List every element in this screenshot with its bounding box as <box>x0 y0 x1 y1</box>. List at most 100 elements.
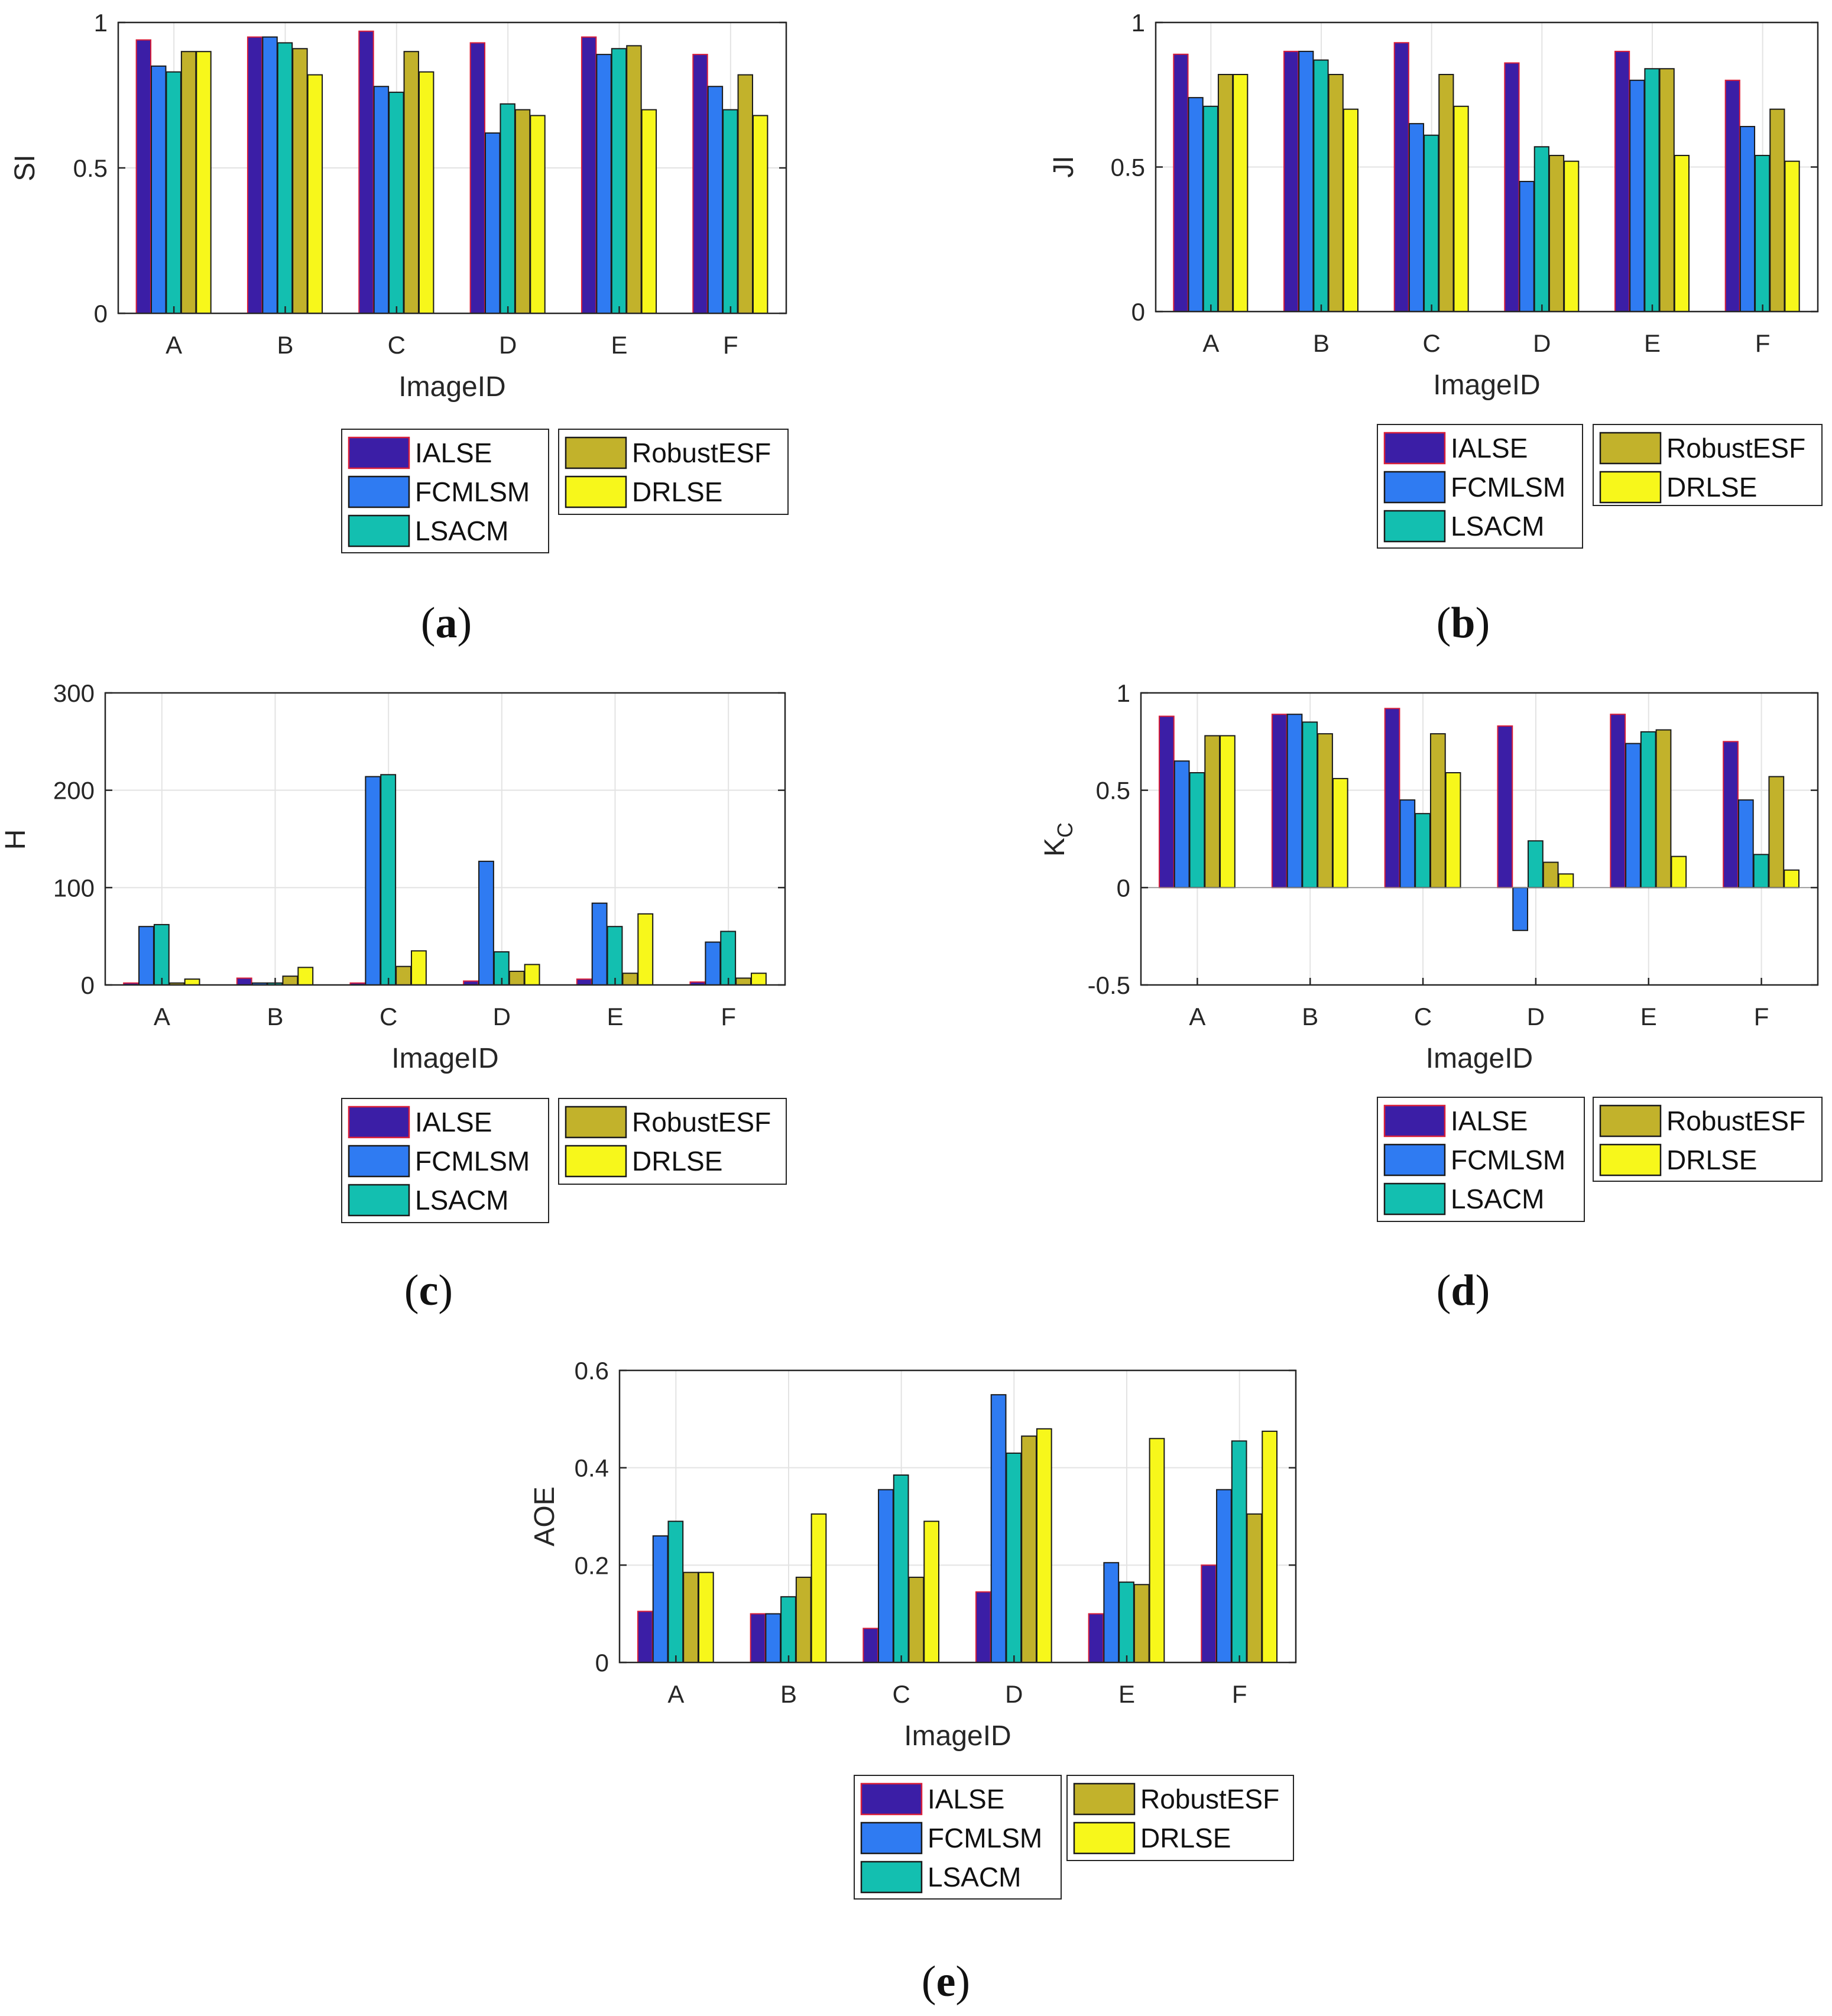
bar-robustesf-a <box>180 51 197 314</box>
bar-drlse-a <box>196 51 212 314</box>
x-tick-label: B <box>1313 329 1330 357</box>
bar-ialse-b <box>247 36 263 314</box>
y-tick-label: 100 <box>53 874 95 902</box>
bar-drlse-d <box>1036 1428 1052 1664</box>
bar-fcmlsm-e <box>1629 79 1645 313</box>
bar-ialse-e <box>1088 1613 1104 1664</box>
legend-swatch-ialse <box>348 436 410 469</box>
legend-label-ialse: IALSE <box>415 437 492 468</box>
bar-ialse-f <box>692 54 708 315</box>
x-tick-label: D <box>1005 1680 1023 1708</box>
bar-ialse-e <box>581 36 597 314</box>
legend-swatch-fcmlsm <box>1383 471 1446 504</box>
x-tick-label: A <box>1189 1003 1205 1030</box>
bar-drlse-e <box>641 109 657 314</box>
legend-swatch-robustesf <box>1599 1104 1662 1137</box>
bar-lsacm-c <box>1424 134 1439 313</box>
legend-swatch-drlse <box>565 475 627 508</box>
bar-robustesf-b <box>292 48 308 314</box>
bar-ialse-c <box>1384 708 1400 889</box>
x-tick-label: D <box>1533 329 1551 357</box>
y-axis-label: JI <box>1048 155 1079 177</box>
bar-drlse-f <box>752 115 769 314</box>
bar-robustesf-b <box>1328 74 1344 313</box>
bar-drlse-a <box>1233 74 1249 313</box>
x-tick-label: A <box>154 1003 170 1030</box>
x-tick-label: B <box>277 331 293 359</box>
bar-drlse-b <box>810 1513 827 1663</box>
axes-box <box>1140 692 1819 986</box>
caption-part: ( <box>922 1957 936 2006</box>
bar-robustesf-c <box>908 1576 925 1664</box>
legend-label-fcmlsm: FCMLSM <box>415 1146 530 1176</box>
bar-robustesf-f <box>1768 776 1785 889</box>
legend-label-lsacm: LSACM <box>928 1862 1021 1892</box>
bar-fcmlsm-c <box>373 86 390 315</box>
bar-fcmlsm-c <box>878 1489 894 1663</box>
bar-drlse-d <box>524 964 540 986</box>
bar-fcmlsm-f <box>1737 799 1754 889</box>
bar-ialse-d <box>469 42 486 314</box>
bar-robustesf-a <box>1217 74 1234 313</box>
bar-fcmlsm-d <box>478 860 494 986</box>
bar-robustesf-f <box>735 977 751 986</box>
y-tick-label: 0.5 <box>1111 154 1145 181</box>
bar-drlse-e <box>1671 855 1687 889</box>
x-axis-label: ImageID <box>1433 370 1540 401</box>
bar-robustesf-c <box>1429 733 1446 889</box>
bar-fcmlsm-d <box>485 132 501 315</box>
panel-caption: (d) <box>1437 1266 1490 1315</box>
bar-fcmlsm-a <box>151 65 167 315</box>
bar-fcmlsm-a <box>1188 97 1204 312</box>
caption-part: c <box>419 1266 439 1315</box>
x-tick-label: C <box>388 331 406 359</box>
bar-lsacm-b <box>277 42 293 314</box>
legend-label-fcmlsm: FCMLSM <box>1451 472 1565 503</box>
axes-box <box>618 1369 1297 1664</box>
caption-part: ) <box>1476 1266 1490 1315</box>
legend-swatch-fcmlsm <box>860 1821 923 1855</box>
caption-part: ) <box>438 1266 453 1315</box>
chart-a: 0 0.5 1 A B C D E F ImageID SI IALSE FCMLSM LSACM Robu… <box>9 9 789 647</box>
x-tick-label: F <box>1754 1003 1769 1030</box>
bar-lsacm-c <box>1415 813 1431 889</box>
bar-fcmlsm-a <box>652 1535 669 1664</box>
legend-swatch-drlse <box>1073 1821 1136 1855</box>
bar-drlse-f <box>1784 869 1799 889</box>
bar-robustesf-e <box>626 45 642 315</box>
bar-drlse-e <box>1149 1438 1165 1663</box>
caption-part: b <box>1451 599 1475 647</box>
legend-swatch-ialse <box>1383 1104 1446 1137</box>
x-tick-label: B <box>780 1680 797 1708</box>
legend-swatch-ialse <box>348 1106 410 1139</box>
y-tick-label: 0 <box>81 971 95 999</box>
caption-part: d <box>1451 1266 1475 1315</box>
bar-ialse-d <box>975 1591 991 1664</box>
caption-part: ( <box>404 1266 419 1315</box>
bar-fcmlsm-f <box>705 941 721 986</box>
bar-fcmlsm-f <box>1216 1489 1232 1663</box>
bar-robustesf-a <box>1204 735 1221 889</box>
y-tick-label: 0 <box>595 1649 609 1677</box>
x-tick-label: A <box>1202 329 1219 357</box>
bar-lsacm-b <box>1313 59 1329 312</box>
bar-drlse-f <box>750 973 767 986</box>
x-tick-label: C <box>1414 1003 1432 1030</box>
y-tick-label: 0.4 <box>575 1454 609 1482</box>
bar-lsacm-f <box>1231 1440 1247 1663</box>
bar-fcmlsm-a <box>138 926 154 986</box>
y-axis-label: H <box>0 829 31 850</box>
legend: IALSE FCMLSM LSACM RobustESF DRLSE <box>1377 424 1823 549</box>
bar-drlse-d <box>530 115 546 314</box>
bar-drlse-d <box>1564 160 1580 312</box>
legend-label-ialse: IALSE <box>928 1784 1004 1814</box>
bar-ialse-b <box>750 1613 766 1664</box>
y-tick-label: 200 <box>53 777 95 805</box>
legend-swatch-fcmlsm <box>348 475 410 508</box>
legend-swatch-lsacm <box>348 514 410 547</box>
x-tick-label: F <box>723 331 738 359</box>
bar-lsacm-e <box>607 926 623 986</box>
chart-b: 0 0.5 1 A B C D E F ImageID JI IALSE FCMLSM LSACM Robu… <box>1048 9 1823 647</box>
y-tick-label: 1 <box>1117 679 1130 707</box>
bar-ialse-c <box>863 1628 879 1664</box>
